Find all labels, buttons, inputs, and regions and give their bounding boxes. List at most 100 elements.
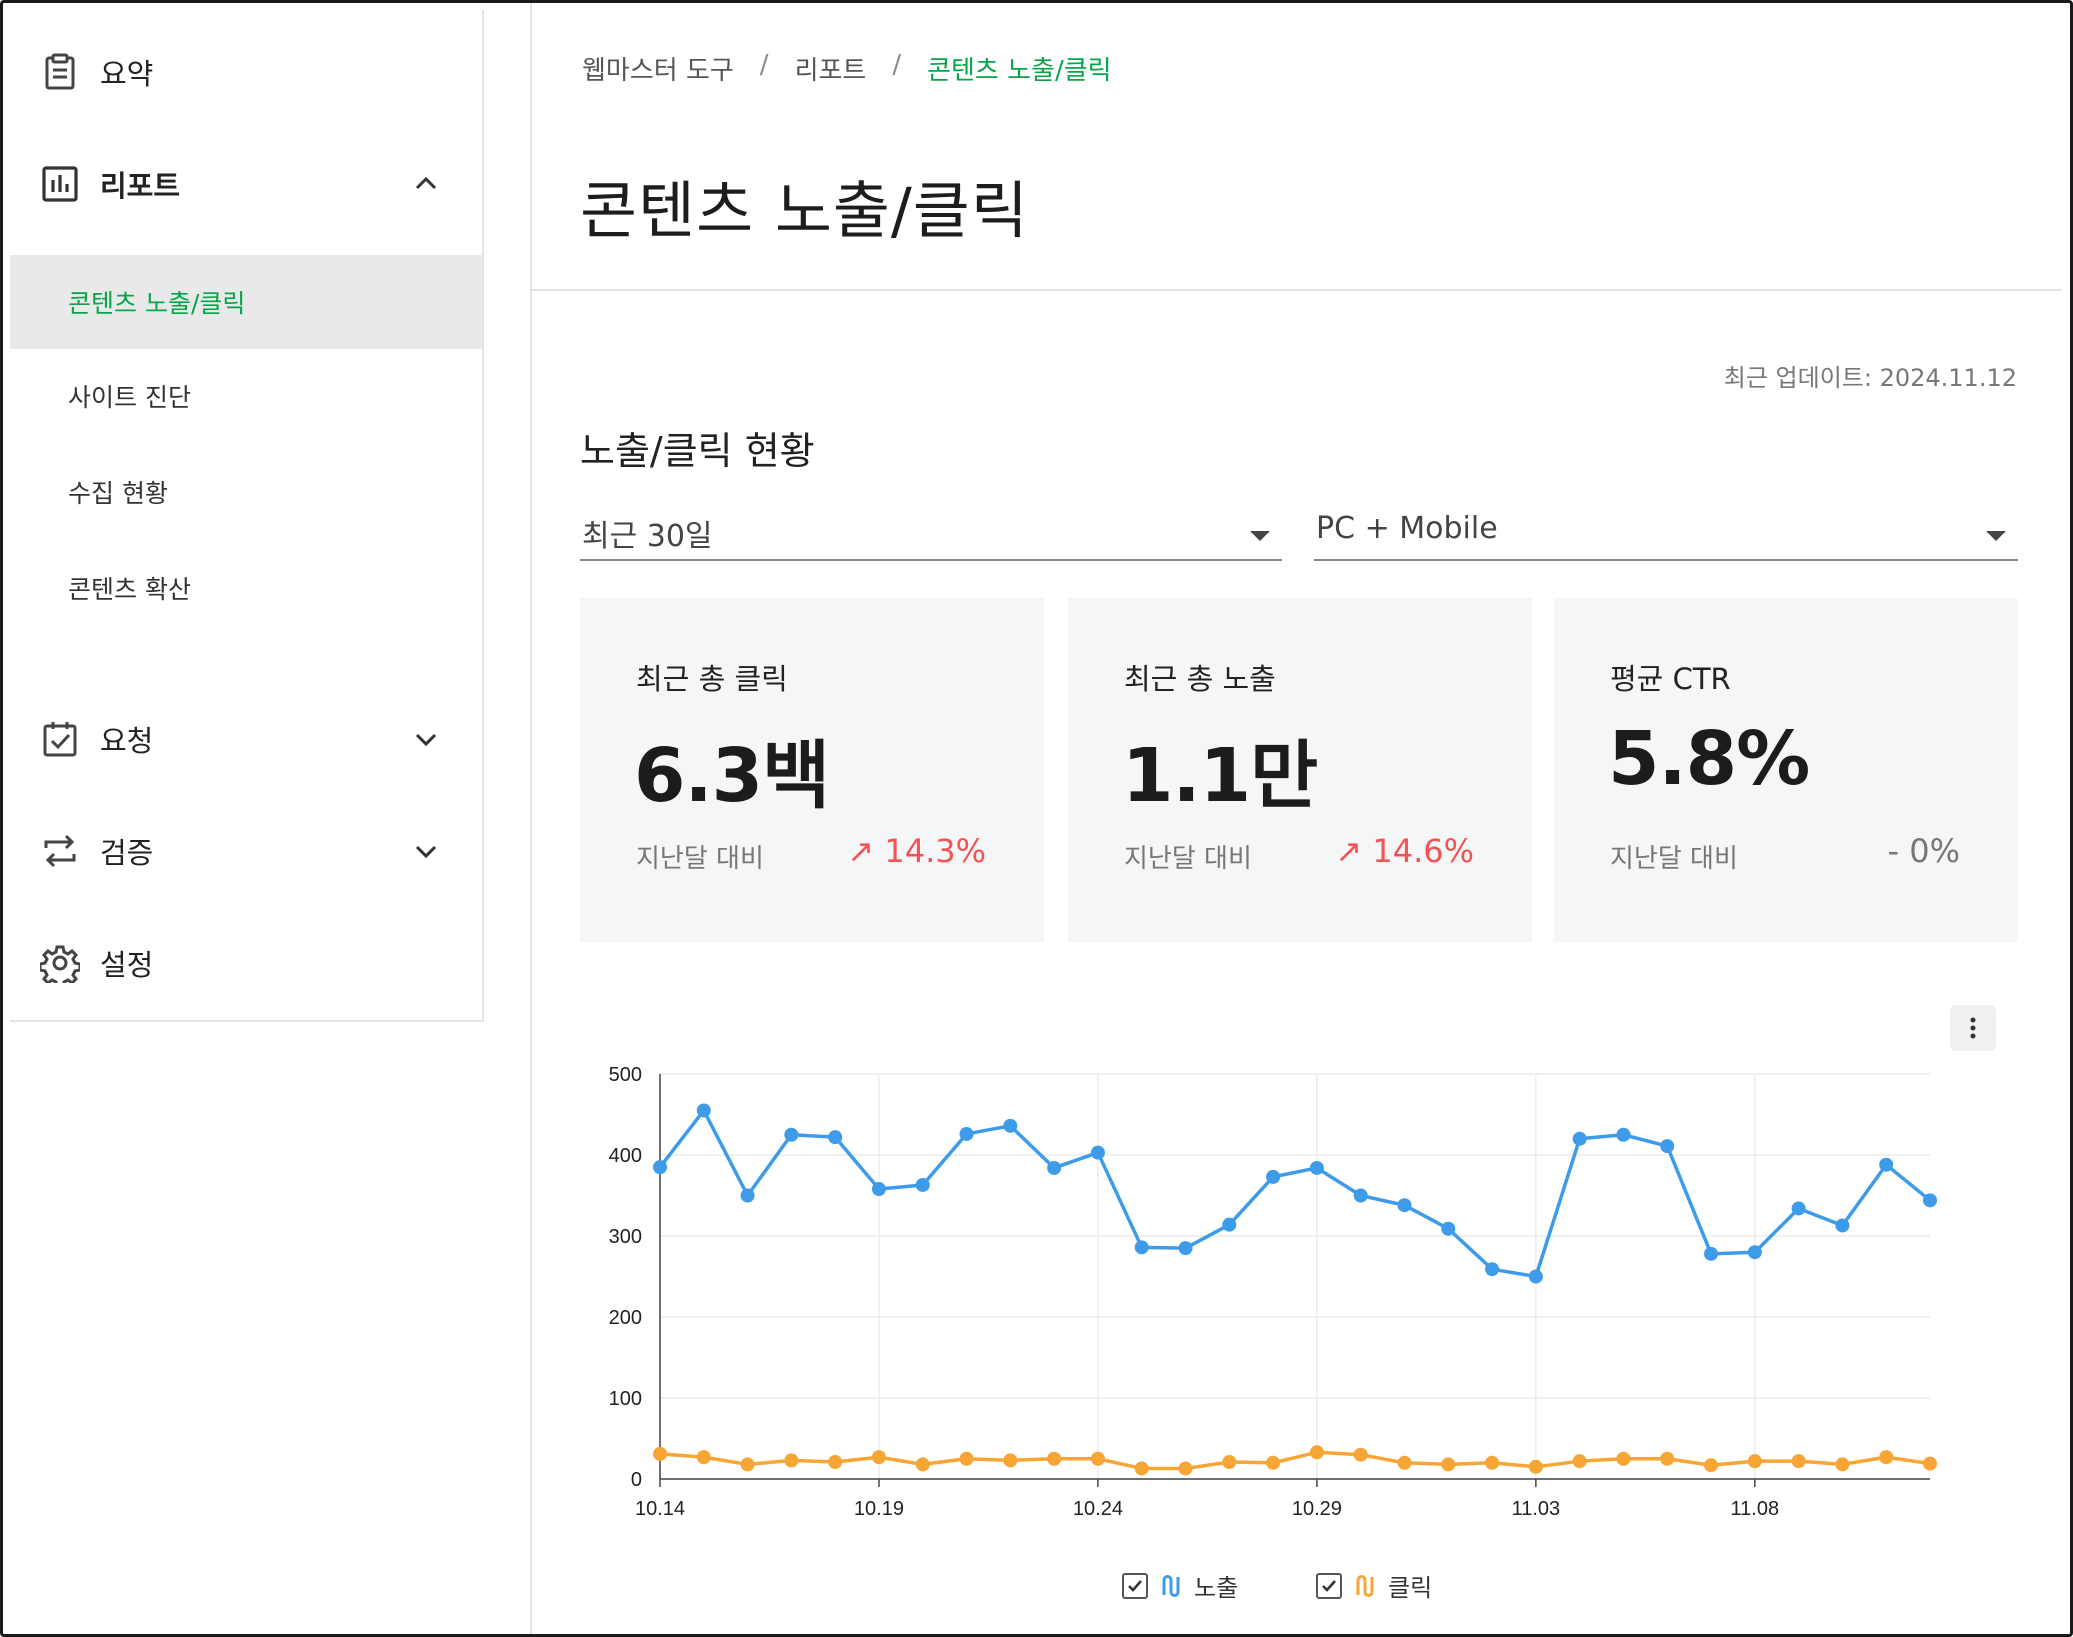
- y-tick-label: 100: [609, 1388, 642, 1410]
- data-point-impressions: [1528, 1269, 1543, 1284]
- y-tick-label: 400: [609, 1145, 642, 1167]
- data-point-impressions: [1047, 1160, 1062, 1175]
- y-tick-label: 500: [609, 1064, 642, 1086]
- data-point-clicks: [1441, 1457, 1456, 1472]
- sidebar-item-crawl-status[interactable]: 수집 현황: [10, 445, 482, 539]
- data-point-clicks: [1397, 1455, 1412, 1470]
- stat-label: 최근 총 노출: [1124, 662, 1276, 696]
- chevron-down-icon[interactable]: [410, 723, 442, 755]
- data-point-clicks: [1485, 1455, 1500, 1470]
- period-select[interactable]: 최근 30일: [580, 505, 1282, 561]
- data-point-clicks: [915, 1457, 930, 1472]
- stat-value: 5.8%: [1608, 716, 1810, 802]
- stat-value: 1.1만: [1122, 733, 1318, 819]
- stat-card-ctr: 평균 CTR 5.8% 지난달 대비 - 0%: [1554, 598, 2018, 942]
- data-point-impressions: [1178, 1241, 1193, 1256]
- device-select-value: PC + Mobile: [1316, 511, 1498, 546]
- data-point-clicks: [784, 1453, 799, 1468]
- stat-compare-label: 지난달 대비: [636, 844, 764, 874]
- sidebar-item-content-impressions[interactable]: 콘텐츠 노출/클릭: [10, 255, 482, 349]
- data-point-impressions: [1660, 1139, 1675, 1154]
- data-point-impressions: [1485, 1262, 1500, 1277]
- chevron-up-icon[interactable]: [410, 168, 442, 200]
- nav-request[interactable]: 요청: [10, 699, 482, 779]
- sidebar-item-label: 사이트 진단: [68, 383, 191, 412]
- data-point-impressions: [1441, 1221, 1456, 1236]
- chevron-down-icon[interactable]: [410, 835, 442, 867]
- x-tick-label: 11.08: [1731, 1498, 1780, 1520]
- checklist-icon: [43, 722, 77, 757]
- stat-label: 최근 총 클릭: [636, 662, 788, 696]
- impressions-clicks-chart: 0 100 200 300 400 500 10.14 10.19 10.24 10.29 11.0…: [609, 1064, 1937, 1520]
- nav-summary[interactable]: 요약: [10, 32, 482, 112]
- data-point-impressions: [871, 1182, 886, 1197]
- breadcrumb-parent[interactable]: 리포트: [794, 56, 867, 86]
- data-point-impressions: [1222, 1217, 1237, 1232]
- data-point-clicks: [1178, 1461, 1193, 1476]
- legend-label: 클릭: [1388, 1574, 1433, 1602]
- stat-delta: ↗ 14.3%: [847, 832, 986, 870]
- data-point-clicks: [1003, 1453, 1018, 1468]
- gear-icon: [40, 945, 80, 983]
- page-title: 콘텐츠 노출/클릭: [580, 174, 1029, 247]
- nav-report-label: 리포트: [100, 169, 181, 203]
- dropdown-arrow-icon: [1250, 531, 1270, 541]
- data-point-impressions: [959, 1126, 974, 1141]
- stat-delta: - 0%: [1887, 832, 1960, 870]
- data-point-impressions: [915, 1177, 930, 1192]
- nav-verify-label: 검증: [100, 836, 154, 870]
- device-select[interactable]: PC + Mobile: [1314, 505, 2018, 561]
- main-divider: [530, 0, 532, 1637]
- data-point-clicks: [1747, 1454, 1762, 1469]
- legend-item-clicks[interactable]: 클릭: [1316, 1568, 1432, 1603]
- data-point-impressions: [1353, 1188, 1368, 1203]
- data-point-clicks: [1134, 1461, 1149, 1476]
- data-point-clicks: [1353, 1447, 1368, 1462]
- checkbox-checked-icon: [1316, 1572, 1342, 1599]
- x-tick-label: 11.03: [1512, 1498, 1561, 1520]
- last-update-text: 최근 업데이트: 2024.11.12: [1723, 364, 2017, 392]
- data-point-clicks: [1572, 1454, 1587, 1469]
- more-vertical-icon: [1970, 1017, 1976, 1039]
- data-point-impressions: [1923, 1193, 1937, 1208]
- x-tick-label: 10.24: [1073, 1498, 1123, 1520]
- stat-value: 6.3백: [634, 733, 830, 819]
- data-point-impressions: [1616, 1127, 1631, 1142]
- y-tick-label: 0: [631, 1469, 642, 1491]
- sidebar-item-content-spread[interactable]: 콘텐츠 확산: [10, 541, 482, 635]
- data-point-impressions: [1704, 1246, 1719, 1261]
- data-point-clicks: [1660, 1451, 1675, 1466]
- nav-verify[interactable]: 검증: [10, 811, 482, 891]
- title-divider: [532, 289, 2062, 291]
- sidebar: 요약 리포트 콘텐츠 노출/클릭 사이트 진단 수집 현황 콘텐츠 확산 요청: [10, 10, 484, 1022]
- data-point-clicks: [959, 1451, 974, 1466]
- section-title: 노출/클릭 현황: [580, 429, 815, 473]
- sidebar-item-label: 수집 현황: [68, 479, 168, 508]
- stat-delta: ↗ 14.6%: [1335, 832, 1474, 870]
- breadcrumb-separator: /: [759, 50, 769, 80]
- data-point-impressions: [1879, 1157, 1894, 1172]
- data-point-impressions: [1090, 1145, 1105, 1160]
- legend-item-impressions[interactable]: 노출: [1122, 1568, 1238, 1603]
- sidebar-item-label: 콘텐츠 확산: [68, 575, 191, 604]
- data-point-clicks: [1090, 1451, 1105, 1466]
- series-line-impressions: [658, 1108, 1932, 1279]
- data-point-impressions: [696, 1103, 711, 1118]
- nav-settings[interactable]: 설정: [10, 923, 482, 1003]
- y-tick-label: 300: [609, 1226, 642, 1248]
- data-point-clicks: [1528, 1459, 1543, 1474]
- nav-report[interactable]: 리포트: [10, 144, 482, 224]
- y-tick-label: 200: [609, 1307, 642, 1329]
- data-point-clicks: [1266, 1455, 1281, 1470]
- data-point-impressions: [1134, 1240, 1149, 1255]
- data-point-impressions: [828, 1130, 843, 1145]
- data-point-impressions: [1397, 1198, 1412, 1213]
- period-select-value: 최근 30일: [582, 519, 713, 554]
- data-point-impressions: [740, 1188, 755, 1203]
- sidebar-item-site-diagnosis[interactable]: 사이트 진단: [10, 349, 482, 443]
- data-point-impressions: [784, 1127, 799, 1142]
- breadcrumb-root[interactable]: 웹마스터 도구: [582, 56, 734, 86]
- stat-card-impressions: 최근 총 노출 1.1만 지난달 대비 ↗ 14.6%: [1068, 598, 1532, 942]
- checkbox-checked-icon: [1122, 1572, 1148, 1599]
- chart-menu-button[interactable]: [1950, 1005, 1996, 1051]
